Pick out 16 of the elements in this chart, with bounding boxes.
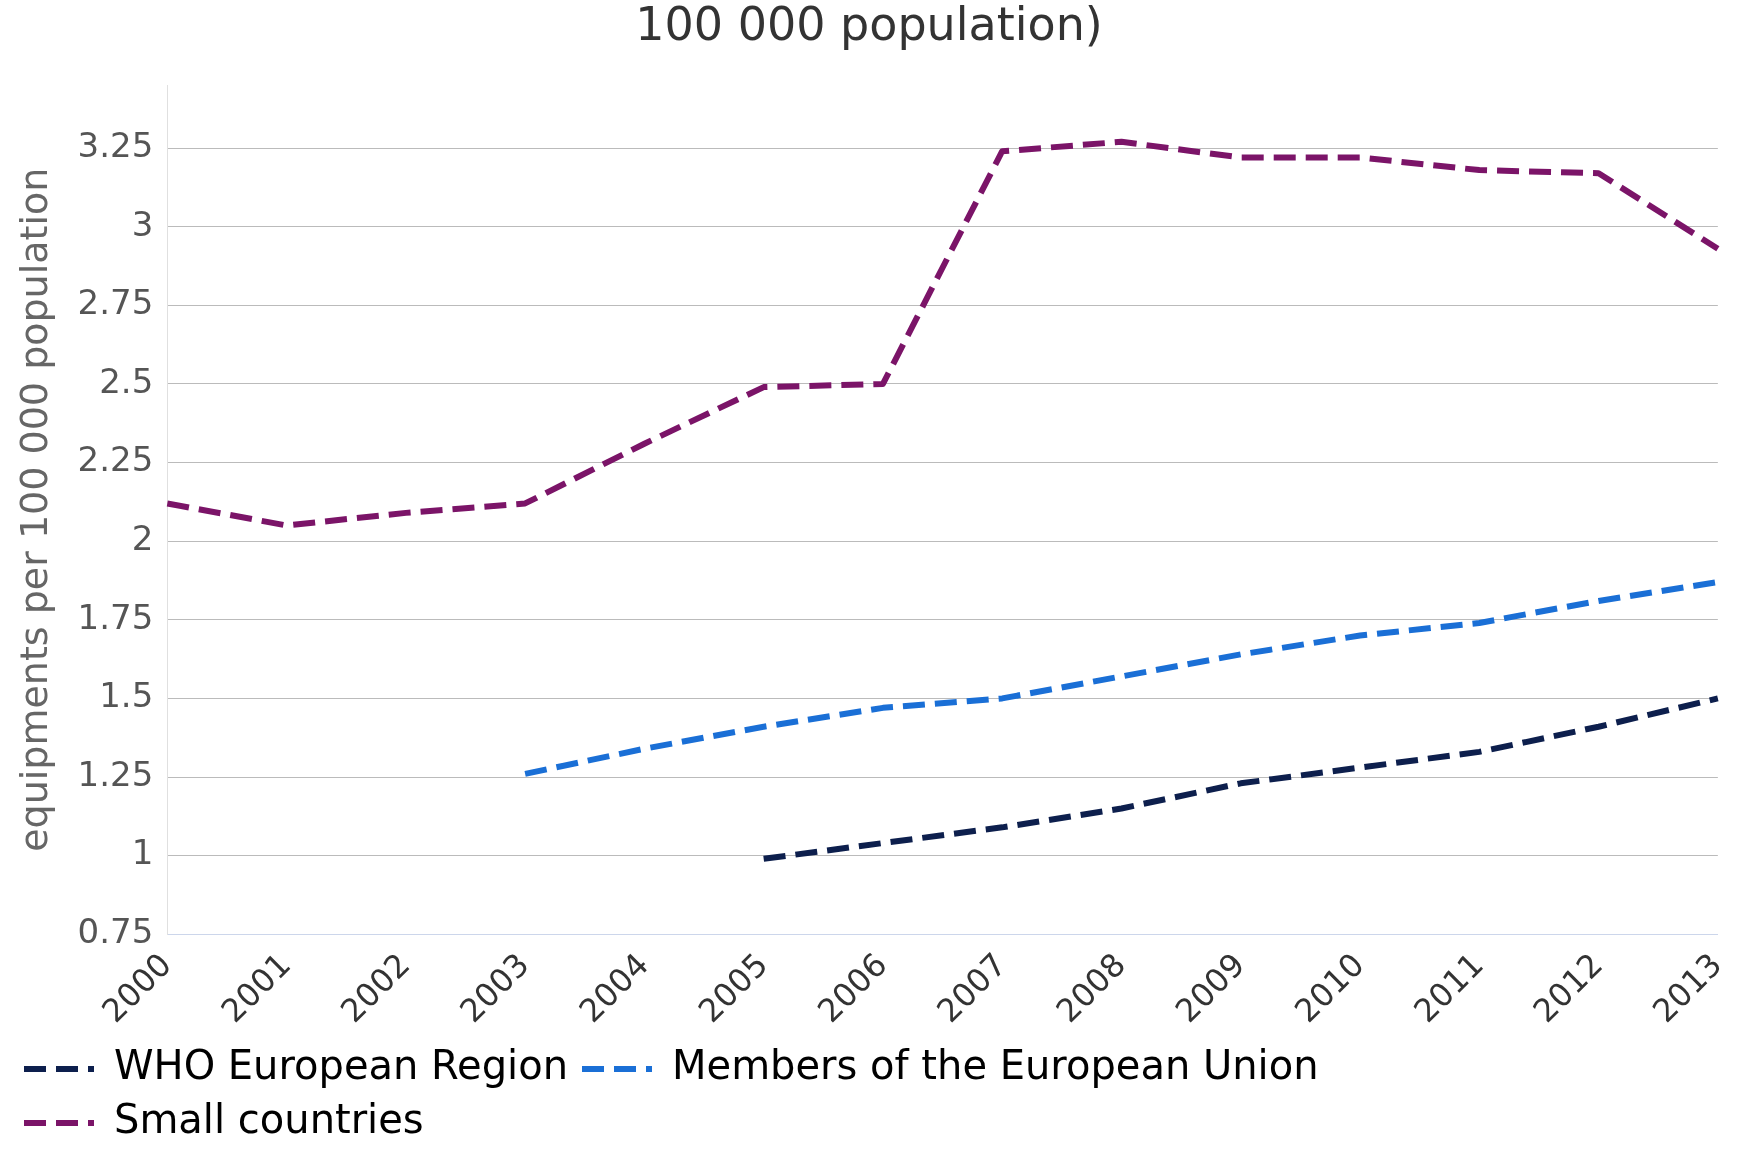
y-tick-label: 0.75 bbox=[77, 911, 154, 952]
legend-label: WHO European Region bbox=[114, 1042, 569, 1089]
y-tick-label: 1.25 bbox=[77, 753, 154, 794]
y-tick-label: 1.75 bbox=[77, 596, 154, 637]
y-tick-label: 2.25 bbox=[77, 439, 154, 480]
legend-label: Small countries bbox=[114, 1096, 424, 1143]
y-tick-label: 2.75 bbox=[77, 282, 154, 323]
chart-title: 100 000 population) bbox=[635, 0, 1103, 51]
y-tick-label: 2.5 bbox=[99, 360, 154, 401]
y-tick-label: 3.25 bbox=[77, 124, 154, 165]
y-tick-label: 1 bbox=[131, 832, 154, 873]
legend-label: Members of the European Union bbox=[672, 1042, 1319, 1089]
y-tick-label: 1.5 bbox=[99, 675, 154, 716]
y-tick-label: 3 bbox=[131, 203, 154, 244]
y-tick-label: 2 bbox=[131, 518, 154, 559]
y-axis-title: equipments per 100 000 population bbox=[11, 167, 56, 852]
